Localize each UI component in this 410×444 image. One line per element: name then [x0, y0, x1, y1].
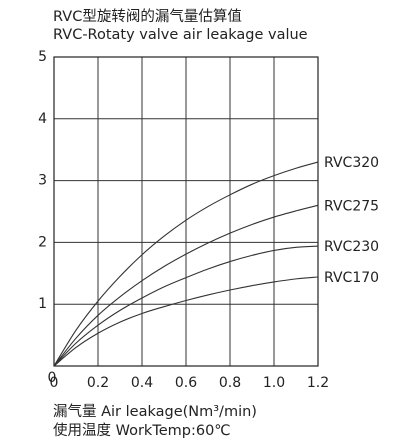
- series-line-rvc320: [53, 161, 319, 367]
- x-tick-label: 0.2: [87, 375, 109, 391]
- x-tick-label: 0.4: [131, 375, 153, 391]
- plot-frame: [53, 56, 319, 367]
- chart-title-chinese: RVC型旋转阀的漏气量估算值: [53, 9, 242, 25]
- series-line-rvc275: [53, 204, 319, 367]
- series-label-rvc320: RVC320: [324, 155, 379, 171]
- tick-labels: 0 0.2 0.4 0.6 0.8 1.0 1.2 0 1 2 3 4 5: [38, 49, 329, 391]
- x-tick-label: 1.0: [263, 375, 285, 391]
- origin-tick-label: 0: [48, 370, 57, 386]
- x-tick-label: 1.2: [307, 375, 329, 391]
- grid-lines: [54, 57, 318, 366]
- x-tick-label: 0: [50, 375, 59, 391]
- chart-axes: [53, 56, 319, 367]
- series-line-rvc170: [53, 276, 319, 367]
- series-line-rvc230: [53, 245, 319, 367]
- series-label-rvc230: RVC230: [324, 239, 379, 255]
- chart-title-english: RVC-Rotaty valve air leakage value: [53, 27, 308, 43]
- x-tick-label: 0.6: [175, 375, 197, 391]
- y-tick-label: 4: [38, 111, 47, 127]
- y-tick-label: 3: [38, 173, 47, 189]
- y-tick-label: 1: [38, 296, 47, 312]
- x-axis-label: 漏气量 Air leakage(Nm³/min): [53, 404, 257, 420]
- series-lines: [53, 161, 319, 367]
- working-temperature-note: 使用温度 WorkTemp:60℃: [53, 423, 231, 439]
- series-label-rvc275: RVC275: [324, 198, 379, 214]
- series-labels: RVC320 RVC275 RVC230 RVC170: [324, 155, 379, 286]
- series-label-rvc170: RVC170: [324, 270, 379, 286]
- x-tick-label: 0.8: [219, 375, 241, 391]
- y-tick-label: 5: [38, 49, 47, 65]
- y-tick-label: 2: [38, 234, 47, 250]
